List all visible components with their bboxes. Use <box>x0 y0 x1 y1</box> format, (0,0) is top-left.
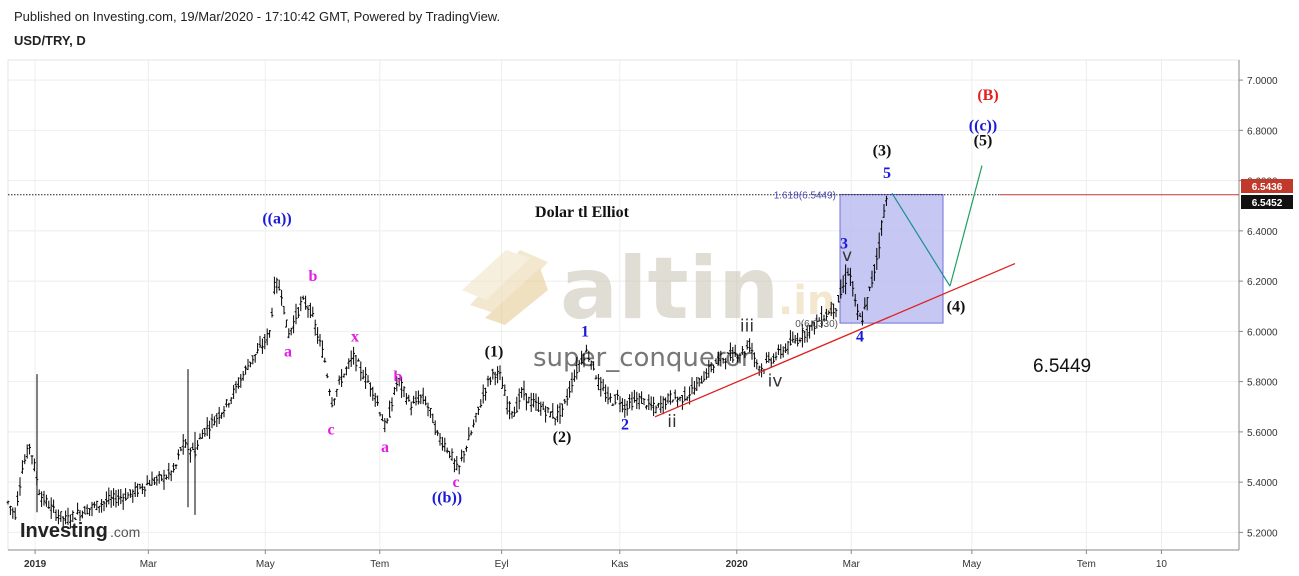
y-tick-label: 6.0000 <box>1247 327 1278 338</box>
wave-label: 3 <box>840 235 848 252</box>
target-value: 6.5449 <box>1033 356 1091 377</box>
x-tick-label: May <box>256 559 275 570</box>
wave-label: v <box>842 246 852 266</box>
wave-label: (1) <box>485 344 504 361</box>
price-tag-last-value: 6.5452 <box>1252 198 1283 209</box>
watermark-user: super_conqueror <box>533 343 752 373</box>
x-tick-label: Mar <box>140 559 158 570</box>
wave-label: (5) <box>974 132 993 149</box>
watermark-suffix: .in <box>778 278 835 324</box>
x-tick-label: Kas <box>611 559 628 570</box>
wave-label: ((b)) <box>432 489 462 506</box>
fib-label: 1.618(6.5449) <box>774 190 836 201</box>
wave-label: iii <box>740 316 754 336</box>
wave-label: 5 <box>883 165 891 182</box>
fib-zero-label: 0(6.0330) <box>795 319 838 330</box>
chart-title: Dolar tl Elliot <box>535 204 630 221</box>
wave-label: (B) <box>977 87 998 104</box>
y-tick-label: 5.4000 <box>1247 478 1278 489</box>
wave-label: c <box>452 474 459 491</box>
wave-label: iv <box>768 372 783 392</box>
wave-label: x <box>351 328 359 345</box>
symbol-title: USD/TRY, D <box>14 33 86 48</box>
wave-label: (4) <box>947 298 966 315</box>
x-tick-label: May <box>962 559 981 570</box>
x-axis-ticks: 2019 Mar May Tem Eyl Kas 2020 Mar May Tem 10 <box>24 550 1167 570</box>
wave-label: ((a)) <box>262 210 291 227</box>
investing-logo-suffix: .com <box>110 524 140 540</box>
y-tick-label: 7.0000 <box>1247 76 1278 87</box>
wave-label: 4 <box>856 328 864 345</box>
wave-label: b <box>394 369 403 386</box>
y-tick-label: 5.6000 <box>1247 428 1278 439</box>
altin-watermark: altin .in <box>462 239 835 339</box>
price-tag-line-value: 6.5436 <box>1252 182 1283 193</box>
projection-lines[interactable] <box>891 165 983 287</box>
wave-label: a <box>381 439 389 456</box>
wave-label: b <box>309 268 318 285</box>
wave-label: 2 <box>621 416 629 433</box>
x-tick-label: Tem <box>370 559 389 570</box>
x-tick-label: Tem <box>1077 559 1096 570</box>
investing-logo: Investing .com <box>20 520 140 542</box>
y-tick-label: 5.8000 <box>1247 378 1278 389</box>
grid <box>8 60 1239 550</box>
wave-label: ((c)) <box>969 117 997 134</box>
published-info: Published on Investing.com, 19/Mar/2020 … <box>14 9 501 24</box>
y-axis-panel[interactable] <box>1239 60 1299 550</box>
price-tag-line: 6.5436 <box>1241 179 1293 193</box>
wave-label: c <box>327 421 334 438</box>
wave-label: (3) <box>873 142 892 159</box>
wave-label: a <box>284 344 292 361</box>
x-tick-label: Eyl <box>495 559 509 570</box>
projection-line[interactable] <box>891 192 951 287</box>
y-tick-label: 5.2000 <box>1247 528 1278 539</box>
wave-label: ii <box>667 412 676 432</box>
x-tick-label: Mar <box>843 559 861 570</box>
y-tick-label: 6.4000 <box>1247 227 1278 238</box>
x-tick-label: 2020 <box>726 559 749 570</box>
y-tick-label: 6.8000 <box>1247 126 1278 137</box>
projection-line[interactable] <box>949 165 983 287</box>
watermark-logo-icon <box>462 250 548 325</box>
candles <box>6 195 888 529</box>
price-tag-last: 6.5452 <box>1241 195 1293 209</box>
watermark-main: altin <box>560 239 779 339</box>
x-tick-label: 2019 <box>24 559 47 570</box>
x-tick-label: 10 <box>1156 559 1168 570</box>
investing-logo-bold: Investing <box>20 520 108 542</box>
wave-label: (2) <box>553 429 572 446</box>
y-tick-label: 6.2000 <box>1247 277 1278 288</box>
trendline[interactable] <box>654 262 1016 418</box>
wave-label: 1 <box>581 323 589 340</box>
